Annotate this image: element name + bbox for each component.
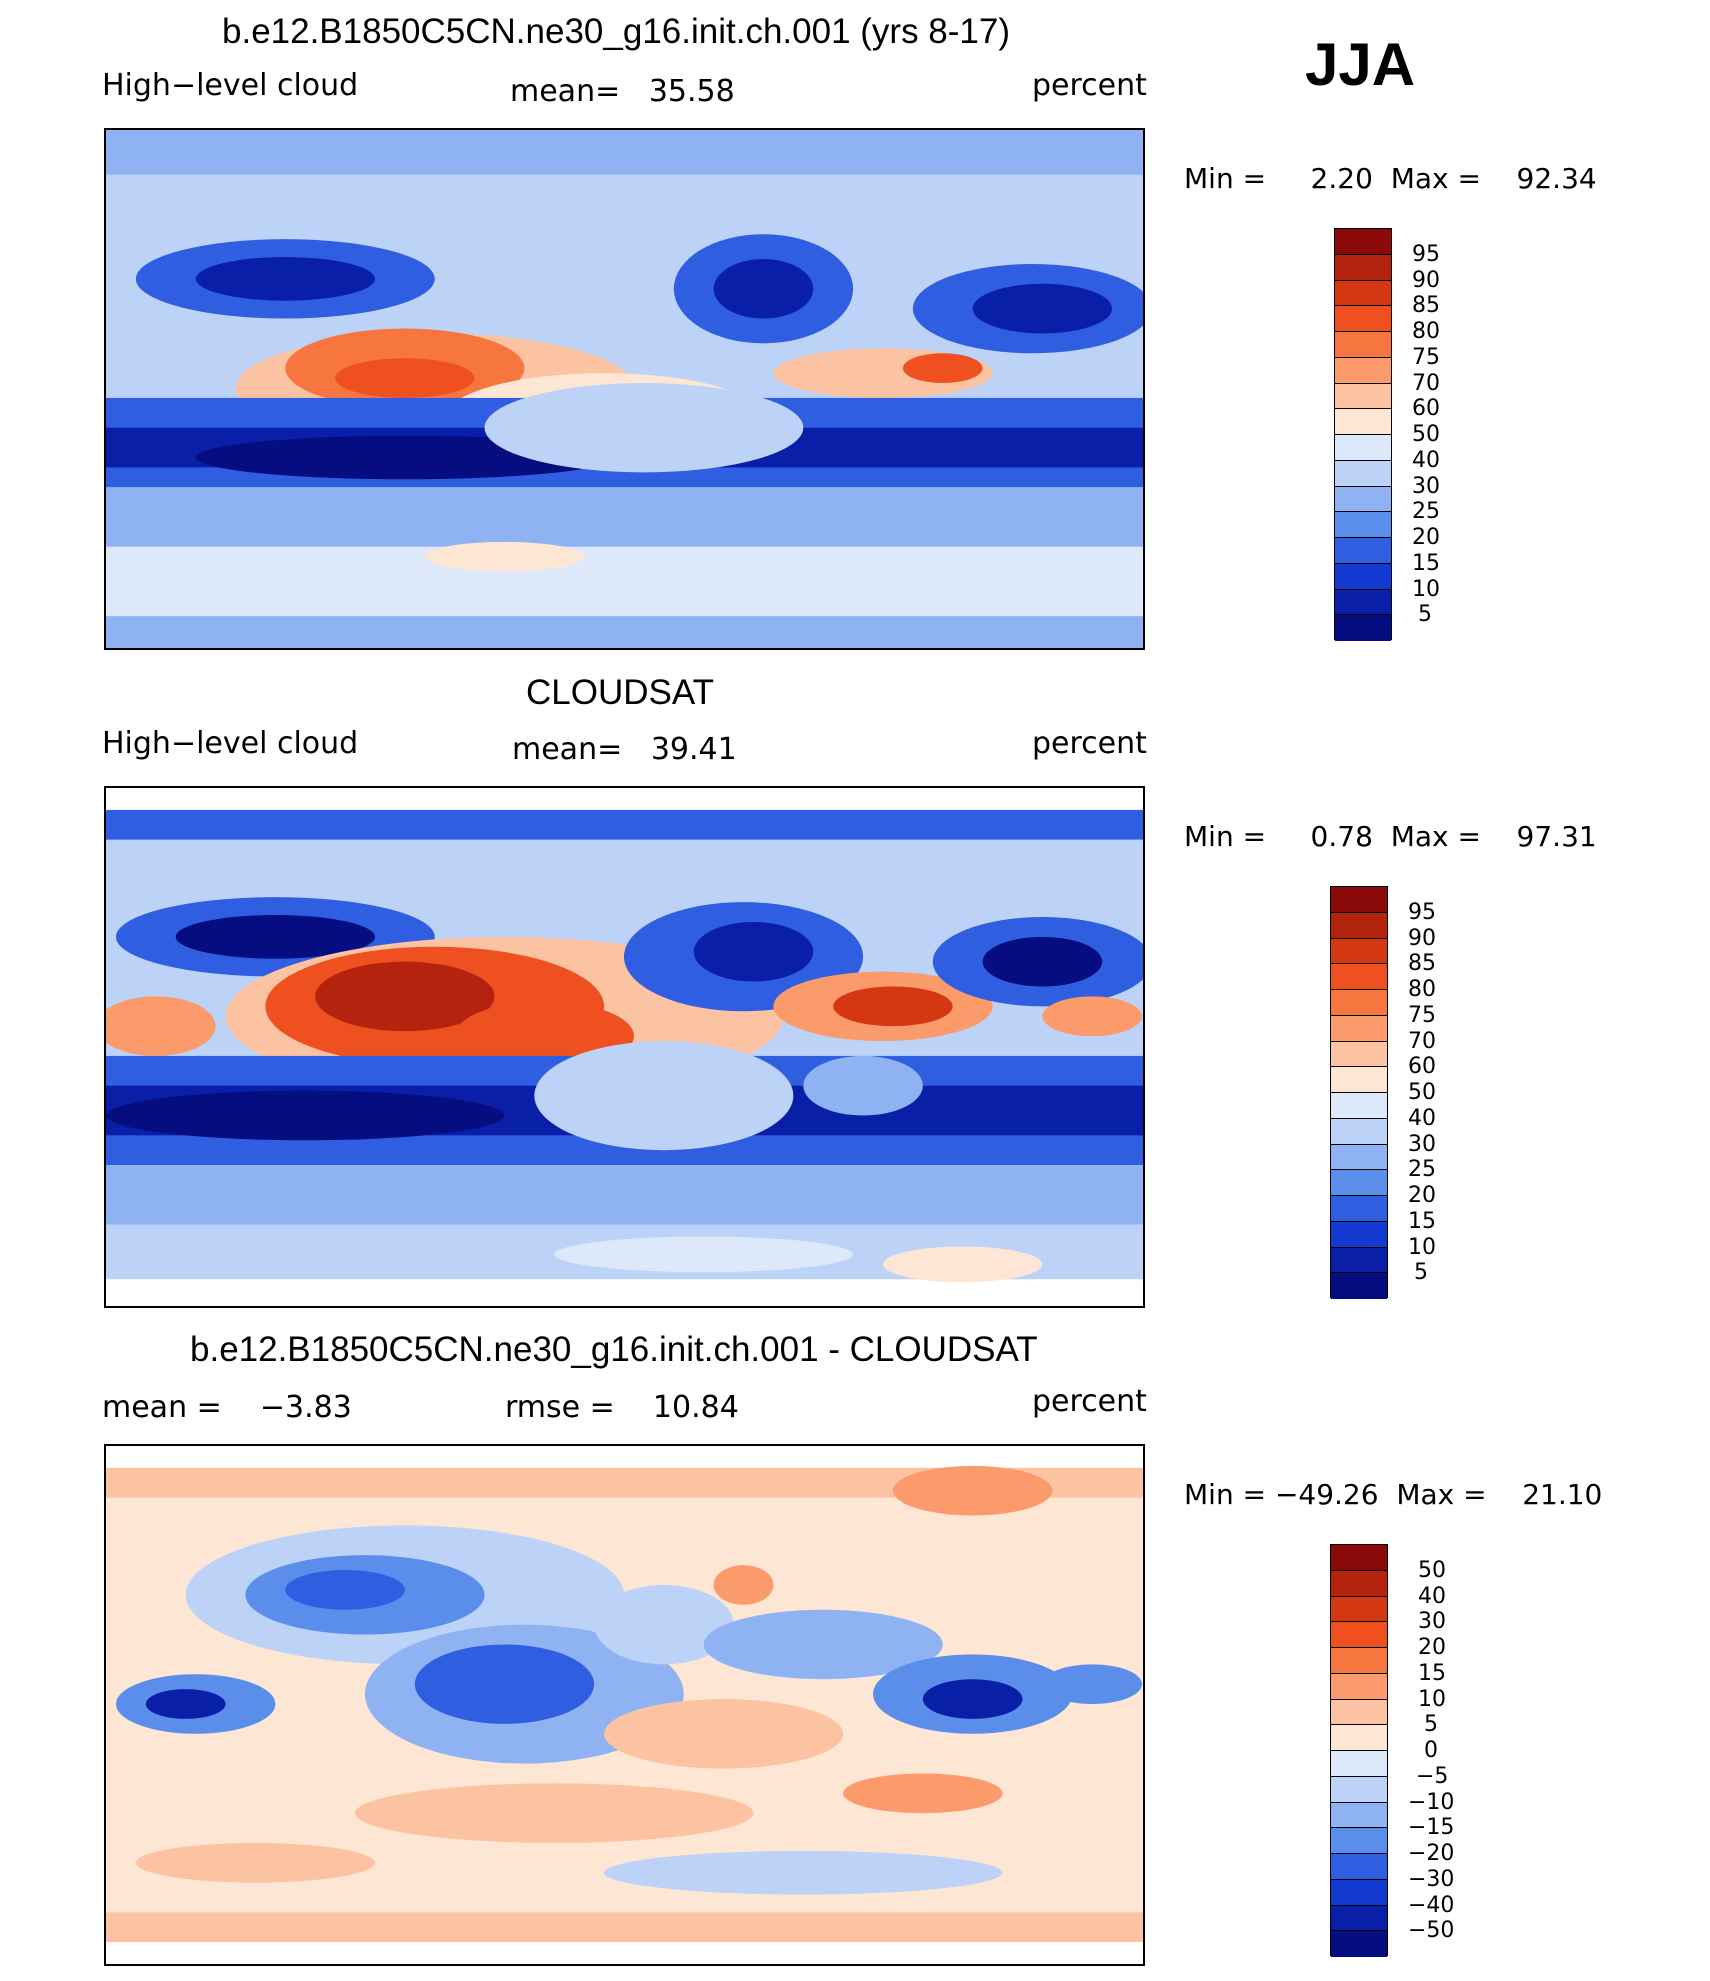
colorbar-model-label: 70 <box>1412 371 1440 396</box>
colorbar-difference-label: −15 <box>1408 1815 1455 1840</box>
panel2-minmax: Min = 0.78 Max = 97.31 <box>1184 820 1597 853</box>
colorbar-difference-label: −30 <box>1408 1867 1455 1892</box>
colorbar-difference-label: 0 <box>1424 1738 1438 1763</box>
panel3-units: percent <box>1032 1384 1147 1419</box>
panel2-title: CLOUDSAT <box>526 673 714 712</box>
colorbar-cloudsat-label: 85 <box>1408 951 1436 976</box>
panel3-rmse: rmse = 10.84 <box>505 1390 739 1425</box>
colorbar-model-label: 95 <box>1412 242 1440 267</box>
panel1-mean: mean= 35.58 <box>510 74 735 109</box>
colorbar-model-label: 85 <box>1412 293 1440 318</box>
colorbar-cloudsat-label: 15 <box>1408 1209 1436 1234</box>
colorbar-difference-label: −5 <box>1416 1764 1449 1789</box>
colorbar-cloudsat-label: 50 <box>1408 1080 1436 1105</box>
colorbar-cloudsat-label: 40 <box>1408 1106 1436 1131</box>
colorbar-difference-label: −20 <box>1408 1841 1455 1866</box>
colorbar-difference-label: −40 <box>1408 1893 1455 1918</box>
colorbar-cloudsat-label: 20 <box>1408 1183 1436 1208</box>
map-cloudsat-svg <box>106 788 1143 1306</box>
colorbar-cloudsat-label: 10 <box>1408 1235 1436 1260</box>
colorbar-model-label: 90 <box>1412 268 1440 293</box>
colorbar-cloudsat-label: 25 <box>1408 1157 1436 1182</box>
colorbar-model-label: 5 <box>1418 602 1432 627</box>
colorbar-model-label: 40 <box>1412 448 1440 473</box>
map-difference <box>104 1444 1145 1966</box>
colorbar-difference-label: −10 <box>1408 1790 1455 1815</box>
colorbar-model-label: 25 <box>1412 499 1440 524</box>
panel2-mean: mean= 39.41 <box>512 732 737 767</box>
colorbar-model-label: 20 <box>1412 525 1440 550</box>
colorbar-model-label: 15 <box>1412 551 1440 576</box>
colorbar-cloudsat-label: 90 <box>1408 926 1436 951</box>
colorbar-difference-label: 30 <box>1418 1609 1446 1634</box>
colorbar-difference-label: 20 <box>1418 1635 1446 1660</box>
colorbar-model-label: 75 <box>1412 345 1440 370</box>
map-cloudsat-high-cloud <box>104 786 1145 1308</box>
panel1-title: b.e12.B1850C5CN.ne30_g16.init.ch.001 (yr… <box>222 12 1010 51</box>
panel2-units: percent <box>1032 726 1147 761</box>
panel1-units: percent <box>1032 68 1147 103</box>
map-model-svg <box>106 130 1143 648</box>
panel3-mean: mean = −3.83 <box>102 1390 352 1425</box>
colorbar-difference <box>1330 1544 1388 1957</box>
colorbar-model <box>1334 228 1392 641</box>
colorbar-model-label: 80 <box>1412 319 1440 344</box>
map-model-high-cloud <box>104 128 1145 650</box>
colorbar-cloudsat-label: 95 <box>1408 900 1436 925</box>
panel2-variable: High−level cloud <box>102 726 359 761</box>
colorbar-cloudsat-label: 60 <box>1408 1054 1436 1079</box>
colorbar-cloudsat-label: 5 <box>1414 1260 1428 1285</box>
panel1-minmax: Min = 2.20 Max = 92.34 <box>1184 162 1597 195</box>
season-label: JJA <box>1305 31 1416 98</box>
colorbar-model-label: 10 <box>1412 577 1440 602</box>
colorbar-model-label: 30 <box>1412 474 1440 499</box>
panel3-minmax: Min = −49.26 Max = 21.10 <box>1184 1478 1603 1511</box>
map-difference-svg <box>106 1446 1143 1964</box>
colorbar-model-label: 50 <box>1412 422 1440 447</box>
colorbar-cloudsat-label: 80 <box>1408 977 1436 1002</box>
panel1-variable: High−level cloud <box>102 68 359 103</box>
colorbar-cloudsat-label: 70 <box>1408 1029 1436 1054</box>
colorbar-difference-label: 5 <box>1424 1712 1438 1737</box>
colorbar-difference-label: 15 <box>1418 1661 1446 1686</box>
colorbar-difference-label: 50 <box>1418 1558 1446 1583</box>
colorbar-difference-label: 10 <box>1418 1687 1446 1712</box>
colorbar-cloudsat <box>1330 886 1388 1299</box>
colorbar-difference-label: 40 <box>1418 1584 1446 1609</box>
colorbar-cloudsat-label: 75 <box>1408 1003 1436 1028</box>
panel3-title: b.e12.B1850C5CN.ne30_g16.init.ch.001 - C… <box>190 1330 1038 1369</box>
colorbar-cloudsat-label: 30 <box>1408 1132 1436 1157</box>
colorbar-difference-label: −50 <box>1408 1918 1455 1943</box>
colorbar-model-label: 60 <box>1412 396 1440 421</box>
